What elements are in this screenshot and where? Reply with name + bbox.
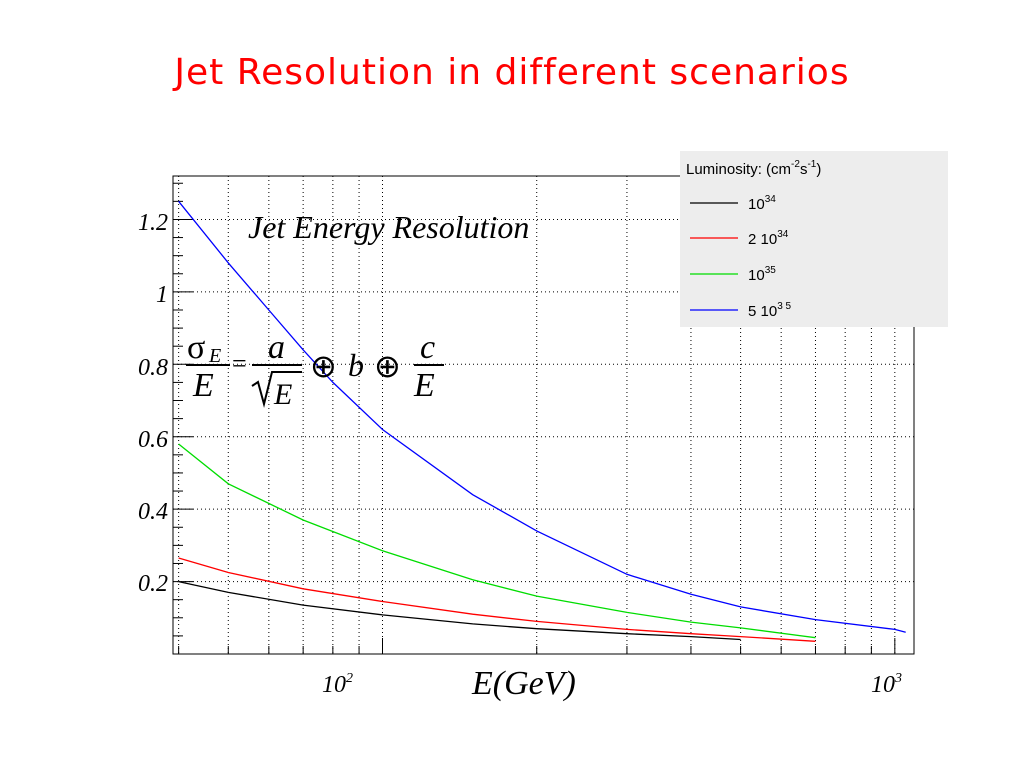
series-line-2 (178, 557, 816, 642)
x-tick-label-100: 102 (322, 671, 353, 698)
y-tick-label: 1 (156, 282, 168, 308)
legend-label-3: 1035 (748, 265, 776, 284)
legend-label-4: 5 103 5 (748, 301, 792, 320)
formula-c: c (420, 329, 435, 366)
x-axis-label: E(GeV) (471, 665, 576, 702)
formula-sigma: σ (187, 329, 205, 366)
slide-title: Jet Resolution in different scenarios (174, 52, 850, 93)
formula-sqrt-sign (251, 371, 302, 408)
legend: Luminosity: (cm-2s-1) 1034 2 1034 1035 5… (680, 151, 948, 327)
series-line-4 (178, 200, 906, 633)
formula-oplus-1: ⊕ (310, 348, 337, 384)
formula-denominator-e: E (192, 367, 214, 404)
legend-label-1: 1034 (748, 194, 776, 213)
series-line-3 (178, 443, 816, 639)
legend-label-2: 2 1034 (748, 229, 789, 248)
y-tick-label: 1.2 (138, 210, 168, 236)
formula-sqrt-arg: E (273, 378, 292, 411)
y-tick-label: 0.2 (138, 571, 168, 597)
formula-sigma-subscript: E (208, 345, 221, 367)
series-line-1 (178, 580, 741, 641)
formula-a: a (268, 329, 285, 366)
formula-equals: = (232, 349, 247, 378)
legend-title: Luminosity: (cm-2s-1) (686, 159, 821, 178)
formula-c-denominator: E (413, 367, 435, 404)
series-lines (178, 200, 906, 642)
y-tick-label: 0.8 (138, 355, 168, 381)
y-tick-labels: 0.2 0.4 0.6 0.8 1 1.2 (138, 210, 168, 597)
y-tick-label: 0.6 (138, 427, 168, 453)
legend-box (680, 151, 948, 327)
formula-b: b (348, 347, 364, 383)
resolution-formula: σ E E = a E ⊕ b ⊕ c E (186, 329, 444, 411)
chart-title: Jet Energy Resolution (248, 209, 529, 245)
x-tick-label-1000: 103 (871, 671, 902, 698)
y-tick-label: 0.4 (138, 499, 168, 525)
axis-ticks (173, 182, 896, 654)
formula-oplus-2: ⊕ (374, 348, 401, 384)
